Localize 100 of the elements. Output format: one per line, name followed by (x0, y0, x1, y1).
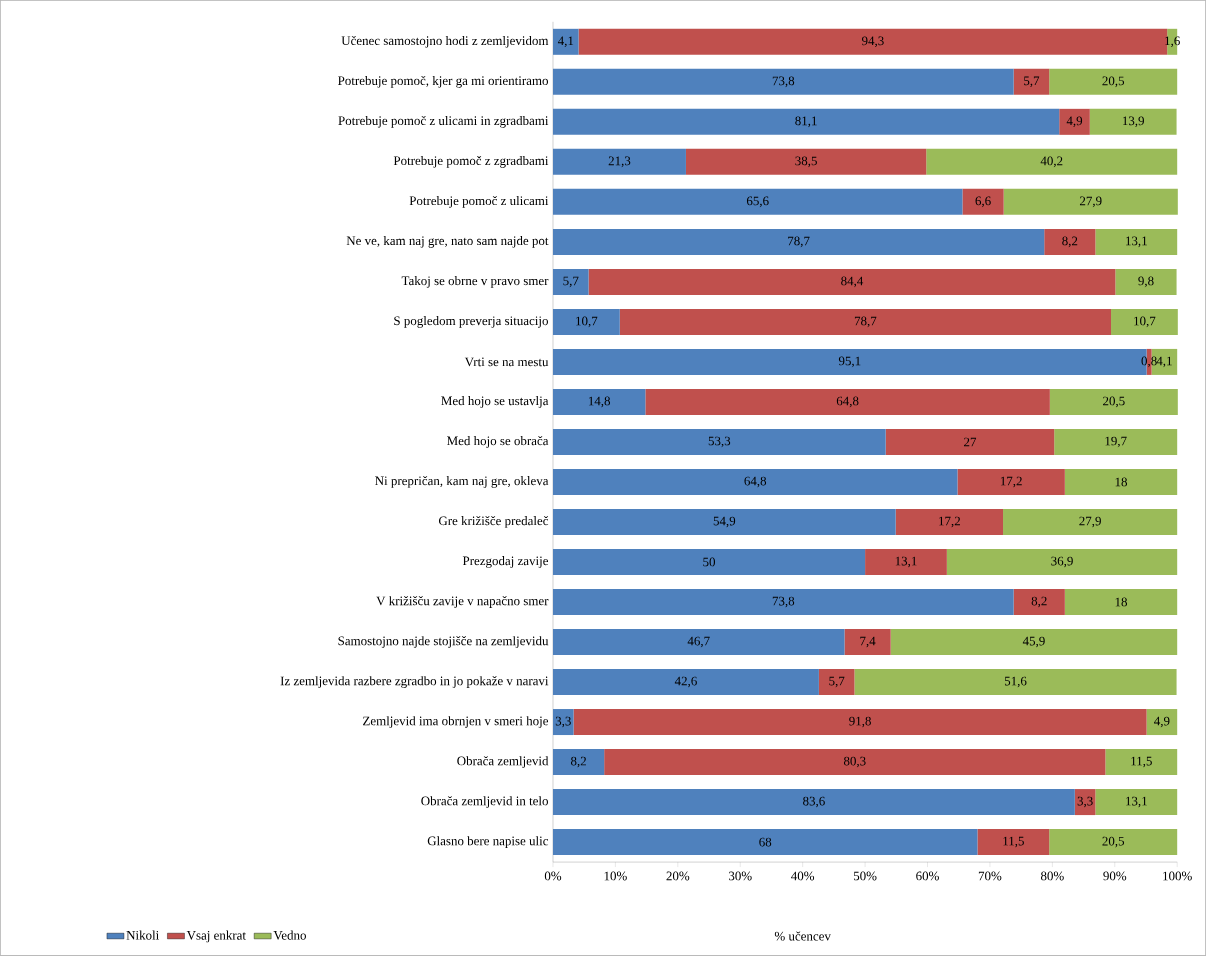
bar (552, 749, 605, 776)
y-tick-label: Takoj se obrne v pravo smer (401, 276, 549, 288)
x-tick-label: 70% (978, 871, 1002, 881)
bar (1089, 108, 1177, 135)
data-label: 4,1 (1156, 356, 1172, 368)
data-label: 8,2 (570, 756, 586, 768)
data-label: 84,4 (841, 276, 864, 288)
data-label: 95,1 (838, 356, 861, 368)
data-label: 13,9 (1123, 116, 1144, 128)
x-tick-label: 10% (604, 871, 627, 881)
data-label: 5,7 (829, 676, 845, 688)
x-tick-label: 30% (729, 871, 752, 881)
bar (552, 148, 686, 175)
data-label: 51,6 (1004, 676, 1027, 688)
y-tick-label: Med hojo se ustavlja (441, 396, 549, 408)
bar (854, 669, 1177, 696)
y-tick-label: Potrebuje pomoč z ulicami in zgradbami (338, 115, 549, 128)
bar (552, 469, 958, 496)
bar (977, 829, 1050, 856)
data-label: 91,8 (849, 716, 871, 728)
bar (1054, 428, 1178, 455)
data-label: 78,7 (788, 236, 810, 248)
bar (1044, 228, 1096, 255)
y-tick-label: Glasno bere napise ulic (427, 836, 549, 848)
y-tick-label: Med hojo se obrača (447, 436, 549, 448)
bar (890, 629, 1178, 656)
bar (552, 308, 620, 335)
data-label: 20,5 (1102, 836, 1125, 848)
bar (573, 709, 1147, 736)
data-label: 78,7 (854, 316, 877, 328)
bar (552, 228, 1045, 255)
bar (552, 509, 896, 536)
bar (552, 388, 646, 415)
bar (604, 749, 1106, 776)
x-tick-label: 0% (544, 871, 562, 881)
y-tick-label: Potrebuje pomoč, kjer ga mi orientiramo (338, 75, 549, 88)
y-tick-label: Učenec samostojno hodi z zemljevidom (341, 35, 549, 48)
data-label: 11,5 (1131, 756, 1152, 768)
bar (1111, 308, 1178, 335)
bar (552, 68, 1014, 95)
legend-label: Nikoli (126, 930, 160, 940)
data-label: 80,3 (843, 756, 866, 768)
x-tick-label: 50% (853, 871, 877, 881)
data-label: 81,1 (795, 116, 817, 128)
data-label: 4,9 (1154, 716, 1170, 728)
bar (962, 188, 1004, 215)
data-label: 27 (964, 437, 977, 447)
bar (1049, 388, 1178, 415)
bar (552, 589, 1014, 616)
data-label: 27,9 (1079, 516, 1101, 528)
bar (1049, 68, 1178, 95)
bar (1064, 589, 1178, 616)
bar (926, 148, 1178, 175)
bar (552, 108, 1060, 135)
bar (552, 629, 845, 656)
bar (1105, 749, 1178, 776)
x-tick-label: 60% (916, 871, 939, 881)
data-label: 17,2 (1000, 476, 1022, 488)
data-label: 4,1 (557, 36, 574, 48)
y-tick-label: Vrti se na mestu (464, 357, 549, 367)
data-label: 17,2 (939, 516, 960, 528)
data-label: 73,8 (772, 76, 795, 88)
x-tick-label: 20% (666, 871, 690, 881)
bar (1003, 188, 1178, 215)
data-label: 20,5 (1103, 396, 1125, 408)
data-label: 14,8 (588, 396, 611, 408)
data-label: 94,3 (861, 36, 884, 48)
bar (895, 509, 1004, 536)
bar (865, 549, 947, 576)
data-label: 13,1 (895, 556, 917, 568)
bar (685, 148, 927, 175)
bar (1064, 469, 1178, 496)
bar (1074, 789, 1096, 816)
bar (1095, 789, 1178, 816)
bar (1146, 709, 1178, 736)
bar (1115, 268, 1177, 295)
data-label: 7,4 (860, 636, 876, 648)
bar (552, 268, 589, 295)
data-label: 8,2 (1031, 596, 1047, 608)
data-label: 9,8 (1138, 276, 1154, 288)
y-tick-label: Potrebuje pomoč z ulicami (409, 196, 549, 208)
y-tick-label: Obrača zemljevid (457, 756, 549, 768)
data-label: 6,6 (975, 196, 991, 208)
data-label: 38,5 (795, 156, 817, 168)
data-label: 10,7 (1134, 316, 1156, 328)
bar (1095, 228, 1178, 255)
bar (1059, 108, 1090, 135)
legend-label: Vsaj enkrat (186, 930, 246, 943)
data-label: 36,9 (1051, 556, 1073, 568)
data-label: 64,8 (744, 476, 767, 488)
bar (1049, 829, 1178, 856)
y-tick-label: Potrebuje pomoč z zgradbami (393, 155, 549, 168)
bar (1013, 589, 1065, 616)
data-label: 50 (703, 557, 716, 567)
bar (552, 789, 1075, 816)
y-tick-label: Samostojno najde stojišče na zemljevidu (338, 636, 549, 648)
data-label: 83,6 (803, 796, 825, 808)
bar (1003, 509, 1178, 536)
bar (552, 829, 978, 856)
data-label: 68 (759, 837, 772, 847)
